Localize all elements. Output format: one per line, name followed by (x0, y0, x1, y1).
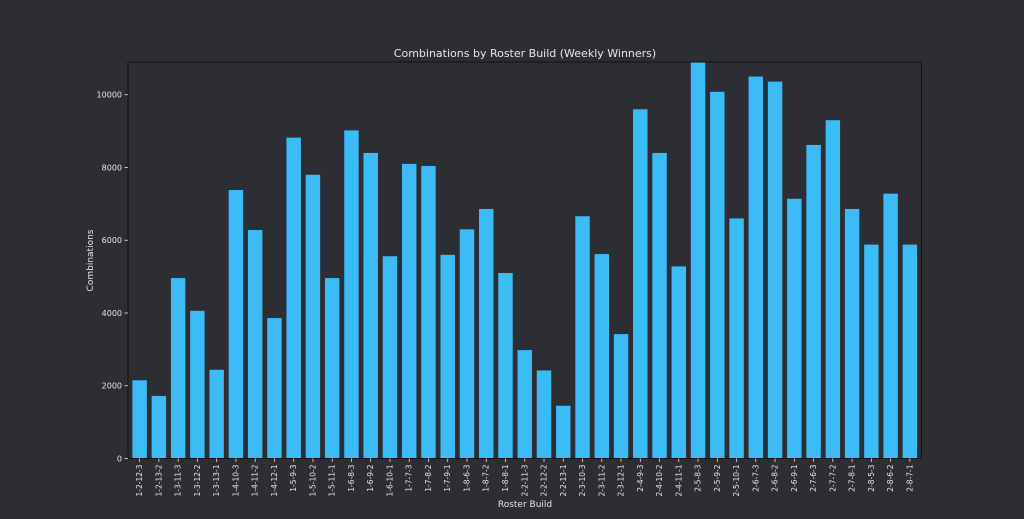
x-tick-label: 1-5-9-3 (289, 464, 298, 491)
bar (440, 254, 455, 459)
y-tick-label: 4000 (102, 309, 122, 318)
x-tick-label: 1-3-13-1 (212, 464, 221, 496)
bar (652, 152, 667, 459)
x-tick-label: 2-3-11-2 (597, 464, 606, 496)
x-tick-label: 2-8-5-3 (867, 464, 876, 491)
bar (247, 230, 263, 459)
x-tick-label: 1-4-12-1 (270, 464, 279, 496)
bar (132, 380, 147, 459)
x-tick-label: 2-5-8-3 (694, 464, 703, 491)
bar (267, 318, 282, 459)
bar (710, 91, 725, 459)
x-tick-label: 1-7-7-3 (405, 464, 414, 491)
x-tick-label: 1-8-7-2 (482, 464, 491, 491)
bar (536, 370, 552, 459)
x-tick-label: 2-6-8-2 (771, 464, 780, 491)
x-tick-label: 1-7-8-2 (424, 464, 433, 491)
x-tick-label: 1-7-9-1 (443, 464, 452, 491)
y-tick-label: 8000 (102, 163, 122, 172)
bar (421, 166, 436, 459)
x-tick-label: 2-6-9-1 (790, 464, 799, 491)
bar (190, 310, 205, 459)
x-tick-label: 2-5-10-1 (732, 464, 741, 496)
bar (228, 190, 244, 459)
bar (613, 334, 629, 459)
bar (902, 244, 918, 459)
x-tick-label: 2-2-11-3 (520, 464, 529, 496)
x-axis: 1-2-12-3 1-2-13-2 1-3-11-3 1-3-12-2 1-3-13-1… (135, 458, 914, 496)
x-tick-label: 2-7-8-1 (848, 464, 857, 491)
bar (729, 218, 744, 459)
x-tick-label: 1-6-8-3 (347, 464, 356, 491)
bar (556, 405, 571, 459)
x-tick-label: 2-7-7-2 (828, 464, 837, 491)
y-tick-label: 0 (117, 455, 122, 464)
bar (459, 229, 475, 459)
bar (305, 174, 321, 459)
bar (575, 216, 590, 459)
x-tick-label: 1-3-12-2 (193, 464, 202, 496)
x-tick-label: 1-8-6-3 (462, 464, 471, 491)
x-tick-label: 2-6-7-3 (751, 464, 760, 491)
bar (594, 254, 609, 459)
y-axis: 0 2000 4000 6000 8000 10000 (97, 91, 128, 464)
x-tick-label: 1-6-10-1 (385, 464, 394, 496)
x-tick-label: 1-2-12-3 (135, 464, 144, 496)
bar (170, 278, 186, 459)
bar (517, 350, 532, 459)
bar (363, 152, 378, 459)
x-tick-label: 1-3-11-3 (174, 464, 183, 496)
y-tick-label: 6000 (102, 236, 122, 245)
bar (748, 76, 764, 459)
y-tick-label: 10000 (97, 91, 122, 100)
bar (286, 137, 301, 459)
x-tick-label: 2-4-9-3 (636, 464, 645, 491)
bar (671, 266, 687, 459)
bar (382, 256, 398, 459)
bar (806, 144, 821, 459)
bar (479, 208, 494, 459)
bar (825, 120, 841, 459)
x-tick-label: 2-5-9-2 (713, 464, 722, 491)
bar (633, 109, 648, 459)
x-tick-label: 2-2-12-2 (540, 464, 549, 496)
bar (344, 130, 359, 459)
y-tick-label: 2000 (102, 382, 122, 391)
bar (209, 369, 224, 459)
bar (844, 208, 860, 459)
bars (132, 62, 918, 459)
x-tick-label: 2-8-7-1 (905, 464, 914, 491)
bar (401, 163, 417, 459)
x-tick-label: 2-4-10-2 (655, 464, 664, 496)
x-tick-label: 1-4-10-3 (231, 464, 240, 496)
bar (787, 198, 802, 459)
bar (151, 395, 167, 459)
x-tick-label: 1-6-9-2 (366, 464, 375, 491)
bar (883, 193, 898, 459)
bar (767, 81, 783, 459)
x-tick-label: 2-2-13-1 (559, 464, 568, 496)
y-axis-label: Combinations (86, 229, 96, 291)
x-tick-label: 1-5-10-2 (308, 464, 317, 496)
x-axis-label: Roster Build (498, 500, 552, 510)
x-tick-label: 1-4-11-2 (251, 464, 260, 496)
x-tick-label: 1-8-8-1 (501, 464, 510, 491)
bar (324, 278, 340, 459)
x-tick-label: 2-4-11-1 (674, 464, 683, 496)
chart-title: Combinations by Roster Build (Weekly Win… (394, 47, 656, 60)
x-tick-label: 1-5-11-1 (328, 464, 337, 496)
bar (498, 272, 513, 459)
x-tick-label: 2-3-12-1 (617, 464, 626, 496)
x-tick-label: 2-3-10-3 (578, 464, 587, 496)
x-tick-label: 2-7-6-3 (809, 464, 818, 491)
bar (864, 244, 879, 459)
x-tick-label: 1-2-13-2 (154, 464, 163, 496)
x-tick-label: 2-8-6-2 (886, 464, 895, 491)
bar (690, 62, 706, 459)
